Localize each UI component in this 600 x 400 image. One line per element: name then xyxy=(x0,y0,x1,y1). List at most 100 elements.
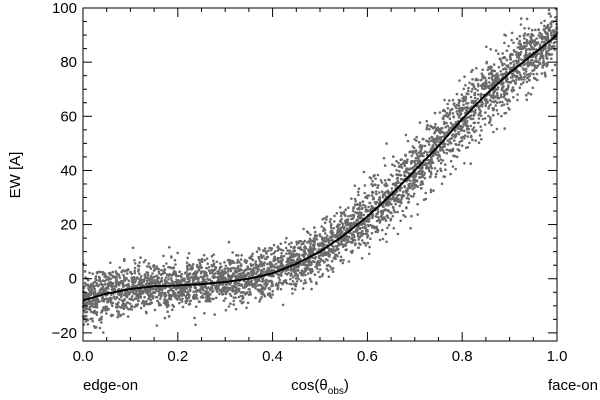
scatter-point xyxy=(212,253,215,256)
scatter-point xyxy=(270,264,273,267)
scatter-point xyxy=(529,93,533,96)
scatter-point xyxy=(525,54,529,58)
scatter-point xyxy=(496,91,499,95)
scatter-point xyxy=(519,43,522,46)
scatter-point xyxy=(522,81,525,84)
scatter-point xyxy=(143,303,146,306)
scatter-point xyxy=(494,73,498,77)
scatter-point xyxy=(167,275,170,278)
scatter-point xyxy=(203,292,206,296)
scatter-point xyxy=(346,227,350,230)
scatter-point xyxy=(162,269,166,273)
scatter-point xyxy=(91,320,94,323)
scatter-point xyxy=(297,277,300,281)
scatter-point xyxy=(322,244,325,248)
scatter-point xyxy=(213,313,216,316)
scatter-point xyxy=(208,299,211,303)
scatter-point xyxy=(126,268,130,271)
scatter-point xyxy=(483,85,487,88)
scatter-point xyxy=(125,277,128,281)
scatter-point xyxy=(492,130,495,134)
scatter-point xyxy=(358,235,362,239)
scatter-point xyxy=(262,270,265,274)
scatter-point xyxy=(113,297,117,301)
scatter-point xyxy=(288,282,292,286)
scatter-point xyxy=(103,275,106,279)
scatter-point xyxy=(217,271,221,274)
scatter-point xyxy=(439,138,442,142)
fit-line xyxy=(82,34,558,302)
scatter-point xyxy=(290,261,294,264)
scatter-point xyxy=(376,173,380,177)
scatter-point xyxy=(481,117,485,121)
scatter-point xyxy=(163,291,166,295)
scatter-point xyxy=(302,271,306,275)
scatter-point xyxy=(328,220,332,223)
scatter-point xyxy=(476,82,480,86)
scatter-point xyxy=(180,278,183,282)
scatter-point xyxy=(104,306,107,310)
scatter-point xyxy=(339,214,343,218)
scatter-point xyxy=(178,270,181,274)
scatter-point xyxy=(492,92,496,95)
scatter-point xyxy=(234,270,238,273)
scatter-point xyxy=(205,297,208,301)
scatter-point xyxy=(537,28,541,32)
scatter-point xyxy=(518,34,522,38)
scatter-point xyxy=(193,316,196,320)
scatter-point xyxy=(485,45,488,49)
scatter-point xyxy=(425,127,429,131)
scatter-point xyxy=(102,288,106,291)
scatter-point xyxy=(339,258,343,262)
scatter-point xyxy=(117,283,121,287)
scatter-point xyxy=(274,262,278,266)
scatter-point xyxy=(531,47,534,51)
scatter-point xyxy=(166,303,170,307)
scatter-point xyxy=(168,273,171,276)
scatter-point xyxy=(200,260,204,264)
scatter-point xyxy=(464,117,468,120)
scatter-point xyxy=(472,126,476,129)
scatter-point xyxy=(411,150,415,153)
scatter-point xyxy=(127,291,130,295)
scatter-point xyxy=(543,71,546,75)
scatter-point xyxy=(396,200,400,204)
scatter-point xyxy=(418,121,422,124)
scatter-point xyxy=(323,228,326,232)
scatter-point xyxy=(302,282,306,285)
scatter-point xyxy=(112,295,116,299)
scatter-point xyxy=(468,141,471,145)
scatter-point xyxy=(157,288,161,291)
scatter-point xyxy=(143,274,147,278)
scatter-point xyxy=(353,235,356,239)
scatter-point xyxy=(219,262,222,265)
scatter-point xyxy=(548,44,552,48)
scatter-point xyxy=(330,239,333,242)
scatter-point xyxy=(490,95,493,99)
scatter-point xyxy=(302,227,305,231)
scatter-point xyxy=(477,84,480,88)
scatter-point xyxy=(489,48,493,51)
scatter-point xyxy=(151,297,155,300)
scatter-point xyxy=(108,299,111,303)
scatter-point xyxy=(93,299,96,303)
scatter-point xyxy=(517,60,520,64)
scatter-point xyxy=(490,123,493,127)
scatter-point xyxy=(427,140,430,144)
scatter-point xyxy=(386,208,390,212)
scatter-point xyxy=(429,170,433,174)
scatter-point xyxy=(294,272,298,275)
scatter-point xyxy=(95,282,99,285)
scatter-point xyxy=(452,103,456,106)
scatter-point xyxy=(96,284,100,288)
scatter-point xyxy=(452,115,456,118)
scatter-point xyxy=(473,96,477,100)
scatter-point xyxy=(236,261,239,264)
scatter-point xyxy=(424,191,428,195)
scatter-point xyxy=(325,237,329,241)
scatter-point xyxy=(119,314,122,318)
scatter-point xyxy=(161,286,164,290)
scatter-point xyxy=(341,226,345,229)
scatter-point xyxy=(90,300,93,304)
scatter-point xyxy=(337,227,340,230)
